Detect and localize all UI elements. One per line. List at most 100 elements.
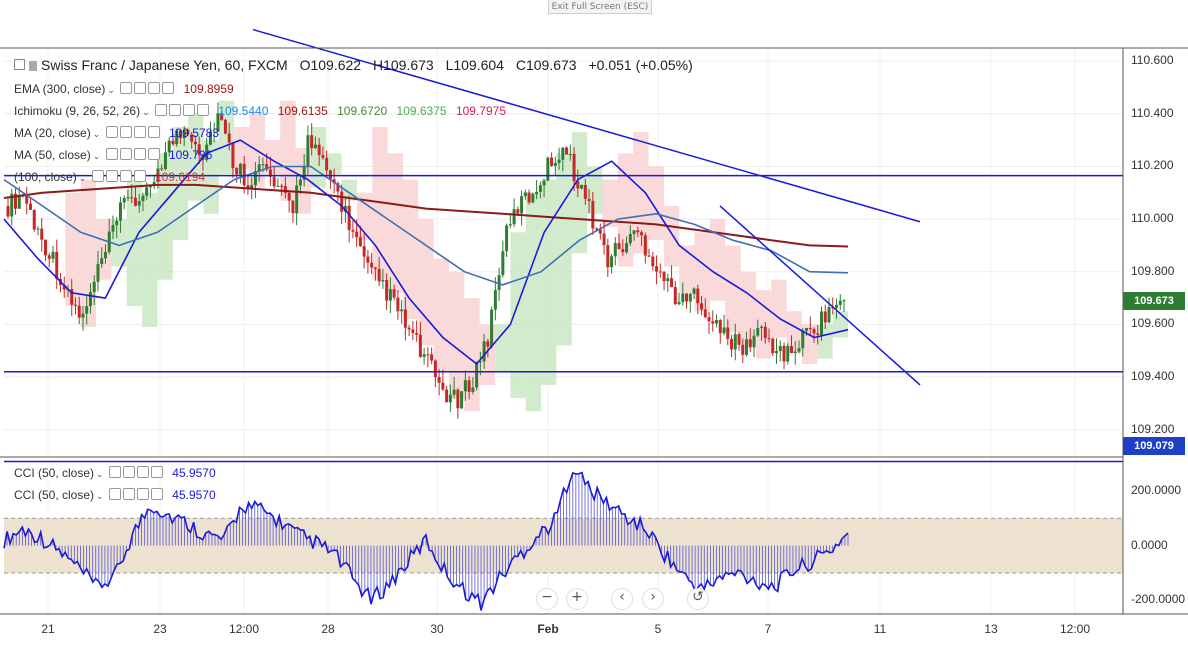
legend-value: 109.6194 [154, 170, 205, 184]
cloud-segment [387, 153, 403, 293]
cloud-segment [449, 271, 465, 399]
candle-body [190, 134, 194, 142]
legend-ma100[interactable]: (100, close) ⌄ 109.6194 [14, 167, 205, 187]
candle-body [381, 279, 385, 282]
exit-fullscreen-button[interactable]: Exit Full Screen (ESC) [548, 0, 652, 14]
zoom-out-button[interactable]: − [536, 588, 558, 610]
legend-value: 45.9570 [172, 488, 216, 502]
candle-body [130, 197, 134, 199]
candle-body [553, 162, 557, 166]
x-tick-label: 28 [321, 622, 335, 636]
candle-body [651, 256, 655, 267]
candle-body [745, 339, 749, 355]
candle-body [688, 293, 692, 302]
candle-body [340, 191, 344, 212]
candle-body [235, 168, 239, 175]
cloud-segment [372, 126, 388, 280]
candle-body [88, 292, 92, 307]
candle-body [568, 153, 572, 155]
close-icon [150, 488, 163, 500]
close-icon [147, 148, 160, 160]
candle-body [32, 209, 36, 230]
legend-value: 45.9570 [172, 466, 216, 480]
candle-body [598, 229, 602, 234]
cloud-segment [709, 219, 726, 301]
candle-body [613, 243, 617, 257]
cloud-segment [648, 166, 664, 241]
legend-value: 109.6375 [396, 104, 447, 118]
ohlc-low: L109.604 [445, 57, 504, 73]
candle-body [546, 157, 550, 181]
collapse-icon[interactable] [14, 59, 25, 70]
candle-body [403, 309, 407, 328]
candle-body [40, 228, 44, 240]
legend-cci-2[interactable]: CCI (50, close) ⌄ 45.9570 [14, 485, 216, 505]
candle-body [523, 192, 527, 197]
candle-body [175, 130, 179, 145]
gear-icon [119, 148, 132, 160]
cloud-segment [495, 324, 511, 372]
candle-body [96, 264, 100, 282]
candle-body [493, 290, 497, 310]
x-tick-label: 5 [654, 622, 662, 636]
candle-body [666, 278, 670, 282]
legend-cci-1[interactable]: CCI (50, close) ⌄ 45.9570 [14, 463, 216, 483]
frame [0, 47, 1188, 615]
cloud-segment [786, 311, 802, 354]
candle-body [692, 288, 696, 294]
legend-ma20[interactable]: MA (20, close) ⌄ 109.5783 [14, 123, 219, 143]
candle-body [726, 327, 730, 339]
candle-body [111, 225, 115, 232]
candle-body [426, 354, 430, 356]
candle-body [456, 389, 460, 409]
reset-button[interactable]: ↺ [687, 588, 709, 610]
candle-body [587, 198, 591, 201]
candle-body [178, 130, 182, 139]
candle-body [100, 258, 104, 265]
zoom-in-button[interactable]: + [566, 588, 588, 610]
candle-body [238, 163, 242, 175]
candle-body [467, 380, 471, 392]
legend-ichimoku[interactable]: Ichimoku (9, 26, 52, 26) ⌄ 109.5440 109.6… [14, 101, 506, 121]
candle-body [182, 129, 186, 139]
candle-body [295, 185, 299, 214]
candle-body [223, 119, 227, 134]
x-tick-label: 12:00 [228, 622, 260, 636]
candle-body [36, 228, 40, 230]
y-tick-label: 109.800 [1131, 263, 1175, 278]
scroll-left-button[interactable]: ‹ [611, 588, 633, 610]
candle-body [103, 251, 107, 259]
candle-body [17, 194, 21, 209]
eye-icon [91, 170, 104, 182]
scroll-right-button[interactable]: › [642, 588, 664, 610]
legend-ema[interactable]: EMA (300, close) ⌄ 109.8959 [14, 79, 234, 99]
candle-body [835, 304, 839, 308]
legend-value: 109.5440 [218, 104, 269, 118]
candle-body [51, 251, 55, 259]
candle-body [358, 237, 362, 247]
candle-body [366, 256, 370, 263]
candle-body [186, 129, 190, 135]
symbol-name[interactable]: Swiss Franc / Japanese Yen, 60, FXCM [41, 57, 288, 73]
candle-body [748, 339, 752, 348]
x-tick-label: 23 [153, 622, 167, 636]
indicator-lines [3, 139, 849, 366]
candle-body [115, 220, 119, 226]
plus-icon [133, 126, 146, 138]
chevron-down-icon: ⌄ [142, 107, 150, 117]
candle-body [670, 278, 674, 288]
candle-body [703, 309, 707, 318]
candle-body [685, 293, 689, 302]
x-tick-label: Feb [537, 622, 559, 636]
candle-body [257, 164, 261, 171]
cloud-segment [310, 126, 327, 188]
candle-body [471, 387, 475, 392]
candle-body [658, 271, 662, 273]
candle-body [771, 338, 775, 354]
candle-body [763, 326, 767, 339]
candle-body [793, 351, 797, 353]
chevron-down-icon: ⌄ [96, 491, 104, 501]
candle-body [711, 321, 715, 324]
candle-body [752, 335, 756, 348]
legend-ma50[interactable]: MA (50, close) ⌄ 109.796 [14, 145, 212, 165]
